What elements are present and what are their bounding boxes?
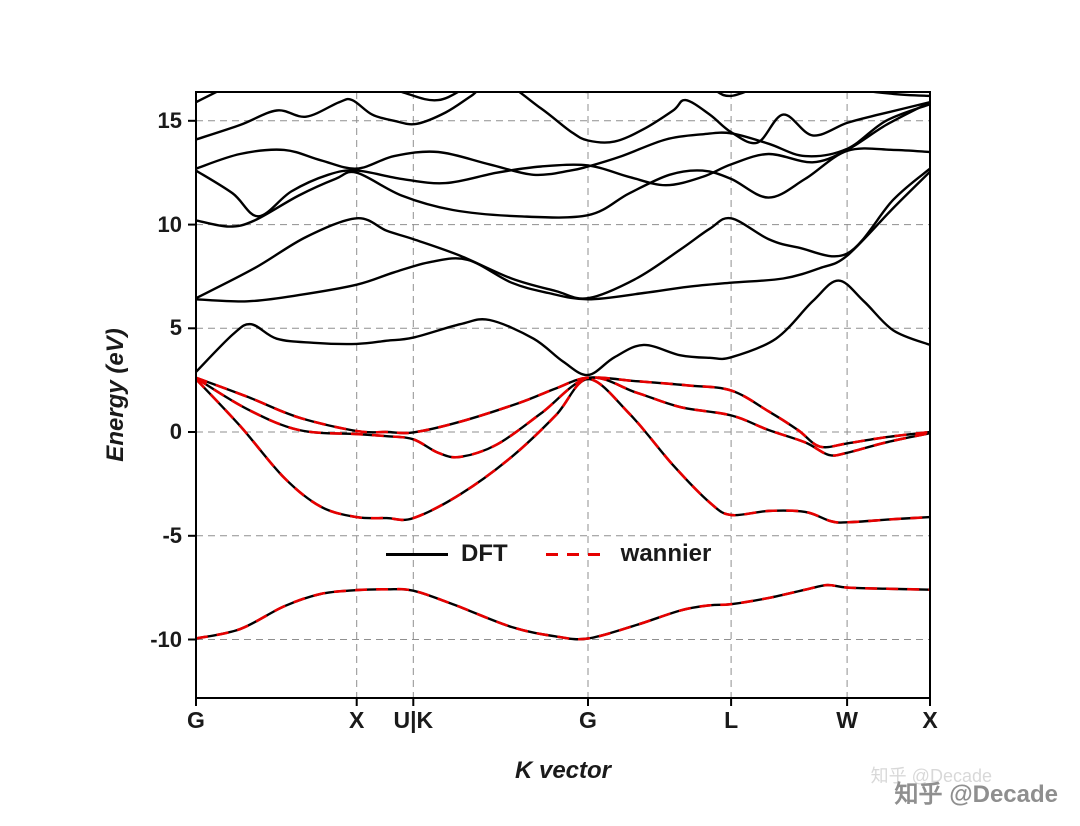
x-tick-label: G (579, 707, 597, 733)
legend-item-dft: DFT (386, 540, 508, 568)
y-tick-label: 15 (157, 107, 182, 133)
legend-item-wannier: wannier (545, 540, 712, 568)
x-tick-label: X (922, 707, 938, 733)
y-tick-label: -5 (162, 522, 182, 548)
wannier-line-swatch (545, 552, 608, 556)
y-tick-label: 10 (157, 211, 182, 237)
legend-label-dft: DFT (461, 540, 508, 567)
x-tick-label: U|K (393, 707, 434, 733)
legend: DFT wannier (386, 540, 711, 568)
x-tick-label: W (836, 707, 858, 733)
y-tick-label: 0 (169, 419, 182, 444)
watermark-ghost: 知乎 @Decade (870, 766, 992, 786)
x-axis-title: K vector (514, 757, 612, 784)
x-tick-label: G (187, 707, 205, 733)
watermark: 知乎 @Decade (894, 781, 1058, 808)
dft-line-swatch (386, 552, 448, 556)
x-tick-label: L (724, 707, 739, 733)
y-tick-label: 5 (169, 315, 182, 341)
y-tick-label: -10 (150, 626, 182, 652)
legend-label-wannier: wannier (620, 540, 712, 567)
x-tick-label: X (349, 707, 365, 733)
